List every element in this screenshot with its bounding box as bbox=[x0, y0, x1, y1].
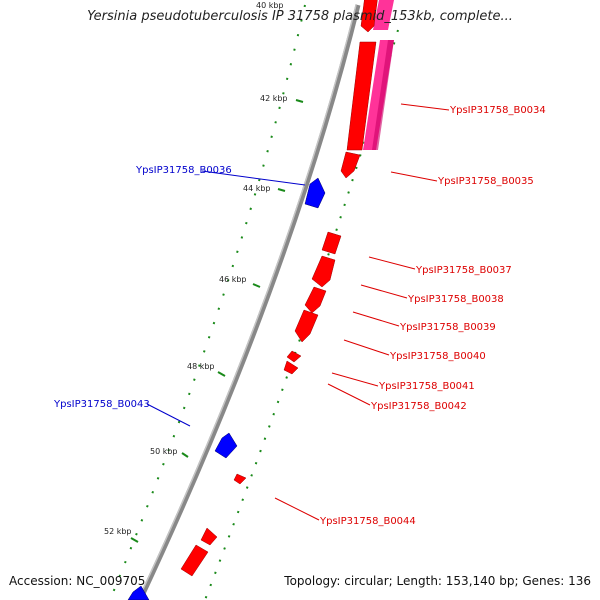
forward-genes bbox=[180, 0, 378, 577]
gene-label-b0038[interactable]: YpsIP31758_B0038 bbox=[407, 294, 504, 305]
gene-label-b0043[interactable]: YpsIP31758_B0043 bbox=[53, 399, 150, 410]
gene-label-b0042[interactable]: YpsIP31758_B0042 bbox=[370, 401, 467, 412]
gene-label-b0040[interactable]: YpsIP31758_B0040 bbox=[389, 351, 486, 362]
gene-arrow-b0046 bbox=[180, 544, 209, 577]
gene-arrow-b0044 bbox=[233, 473, 247, 485]
gene-arrow-b0033 bbox=[360, 0, 378, 33]
gene-arrow-b0041 bbox=[283, 360, 299, 375]
rna-features bbox=[363, 0, 394, 150]
label-leaders bbox=[146, 103, 450, 521]
tick-label-42: 42 kbp bbox=[260, 94, 288, 103]
gene-arrow-b0040 bbox=[286, 350, 302, 363]
gene-label-b0037[interactable]: YpsIP31758_B0037 bbox=[415, 265, 512, 276]
gene-label-b0039[interactable]: YpsIP31758_B0039 bbox=[399, 322, 496, 333]
tick-label-50: 50 kbp bbox=[150, 447, 178, 456]
gene-arrow-b0035 bbox=[340, 151, 361, 179]
tick-label-40: 40 kbp bbox=[256, 1, 284, 10]
gene-arrow-b0034 bbox=[346, 41, 377, 151]
gene-arrow-b0047 bbox=[127, 585, 150, 600]
gene-label-b0044[interactable]: YpsIP31758_B0044 bbox=[319, 516, 416, 527]
tick-label-44: 44 kbp bbox=[243, 184, 271, 193]
tick-label-52: 52 kbp bbox=[104, 527, 132, 536]
gene-arrow-b0037 bbox=[311, 255, 336, 288]
reverse-genes bbox=[127, 177, 326, 600]
gene-arrow-b0039 bbox=[294, 309, 319, 343]
gene-label-b0041[interactable]: YpsIP31758_B0041 bbox=[378, 381, 475, 392]
gene-arrow-b0038 bbox=[304, 286, 327, 314]
gene-label-b0035[interactable]: YpsIP31758_B0035 bbox=[437, 176, 534, 187]
plasmid-backbone bbox=[137, 4, 361, 600]
gene-label-b0036[interactable]: YpsIP31758_B0036 bbox=[135, 165, 232, 176]
accession-text: Accession: NC_009705 bbox=[9, 574, 146, 588]
gene-arrow-b0037a bbox=[321, 231, 342, 255]
topology-text: Topology: circular; Length: 153,140 bp; … bbox=[284, 574, 591, 588]
gene-label-b0034[interactable]: YpsIP31758_B0034 bbox=[449, 105, 546, 116]
gene-arrow-b0045 bbox=[200, 527, 218, 546]
tick-label-48: 48 kbp bbox=[187, 362, 215, 371]
map-title: Yersinia pseudotuberculosis IP 31758 pla… bbox=[87, 9, 513, 24]
gene-arrow-b0043 bbox=[214, 432, 238, 459]
gene-arrow-b0036 bbox=[304, 177, 326, 209]
tick-marks bbox=[130, 99, 304, 543]
tick-label-46: 46 kbp bbox=[219, 275, 247, 284]
